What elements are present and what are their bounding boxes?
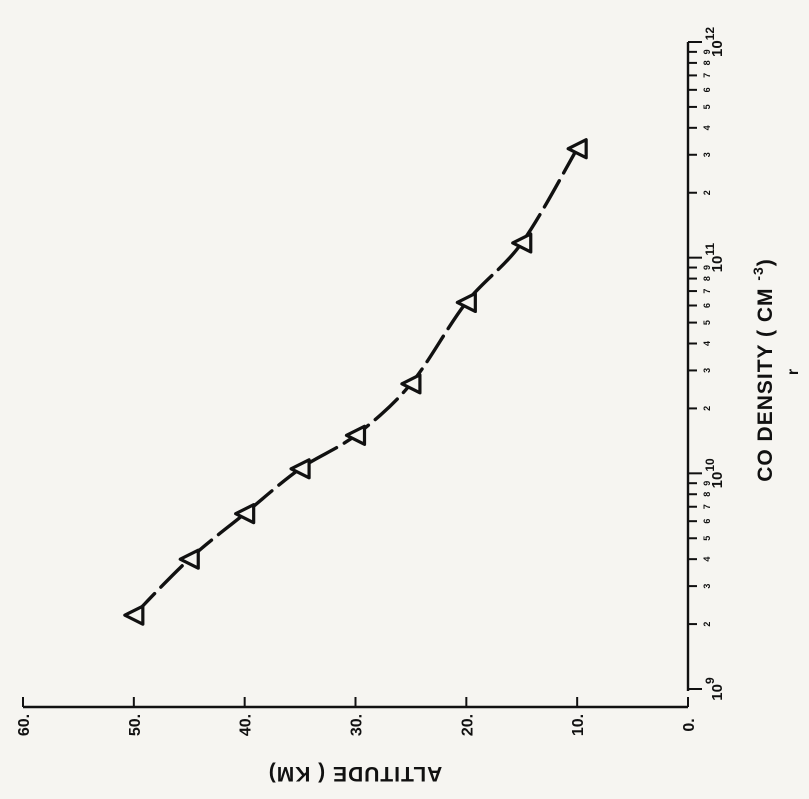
- data-point: [123, 604, 145, 626]
- density-minor-label: 5: [702, 104, 712, 109]
- density-minor-label: 9: [702, 265, 712, 270]
- density-major-label: 109: [703, 677, 726, 701]
- density-minor-label: 4: [702, 341, 712, 346]
- density-minor-label: 2: [702, 622, 712, 627]
- density-axis-title-text: CO DENSITY ( CM -3): [750, 258, 777, 482]
- density-minor-label: 8: [702, 60, 712, 65]
- density-major-label: 1010: [703, 458, 726, 488]
- data-point: [234, 503, 256, 525]
- altitude-tick-label: 60.: [16, 714, 33, 736]
- density-minor-label: 3: [702, 584, 712, 589]
- density-major-label: 1011: [703, 243, 726, 273]
- density-minor-label: 2: [702, 406, 712, 411]
- density-major-label-text: 1012: [703, 27, 726, 57]
- tick-marks: [22, 41, 702, 707]
- density-minor-label: 6: [702, 303, 712, 308]
- data-line: [132, 147, 579, 617]
- density-minor-label: 4: [702, 557, 712, 562]
- data-point: [400, 373, 422, 395]
- tick-labels: 0. 10. 20. 30. 40. 50. 60. 109 1010 1011 1012 2 3 4 5 6…: [16, 27, 726, 736]
- data-point: [178, 548, 200, 570]
- altitude-axis-title: ALTITUDE ( KM): [268, 762, 443, 785]
- density-minor-label: 9: [702, 49, 712, 54]
- data-point: [344, 424, 367, 446]
- altitude-tick-label: 10.: [570, 714, 587, 736]
- data-point: [511, 232, 533, 254]
- density-minor-label: 5: [702, 320, 712, 325]
- axis-titles: ALTITUDE ( KM) CO DENSITY ( CM -3) r: [268, 258, 802, 785]
- density-minor-label: 9: [702, 481, 712, 486]
- density-minor-label: 8: [702, 492, 712, 497]
- density-minor-label: 2: [702, 190, 712, 195]
- axes: [23, 42, 690, 709]
- density-major-label: 1012: [703, 27, 726, 57]
- altitude-tick-label: 50.: [127, 714, 144, 736]
- density-minor-label: 8: [702, 276, 712, 281]
- density-minor-label: 3: [702, 368, 712, 373]
- density-minor-label: 3: [702, 152, 712, 157]
- density-axis-title: CO DENSITY ( CM -3): [750, 258, 777, 482]
- altitude-tick-label: 30.: [349, 714, 366, 736]
- density-major-label-text: 109: [703, 677, 726, 701]
- density-minor-label: 7: [702, 504, 712, 509]
- density-minor-label: 4: [702, 125, 712, 130]
- stray-mark: r: [785, 369, 802, 375]
- data-point: [289, 458, 311, 480]
- density-minor-label: 5: [702, 536, 712, 541]
- altitude-tick-label: 40.: [238, 714, 255, 736]
- altitude-tick-label: 20.: [459, 714, 476, 736]
- altitude-tick-label: 0.: [681, 718, 698, 731]
- density-minor-label: 7: [702, 289, 712, 294]
- density-minor-label: 6: [702, 87, 712, 92]
- density-major-label-text: 1010: [703, 458, 726, 488]
- density-minor-label: 7: [702, 73, 712, 78]
- density-minor-label: 6: [702, 519, 712, 524]
- data-point: [566, 138, 588, 160]
- density-major-label-text: 1011: [703, 243, 726, 273]
- data-point: [455, 291, 477, 314]
- data-series: [123, 138, 588, 626]
